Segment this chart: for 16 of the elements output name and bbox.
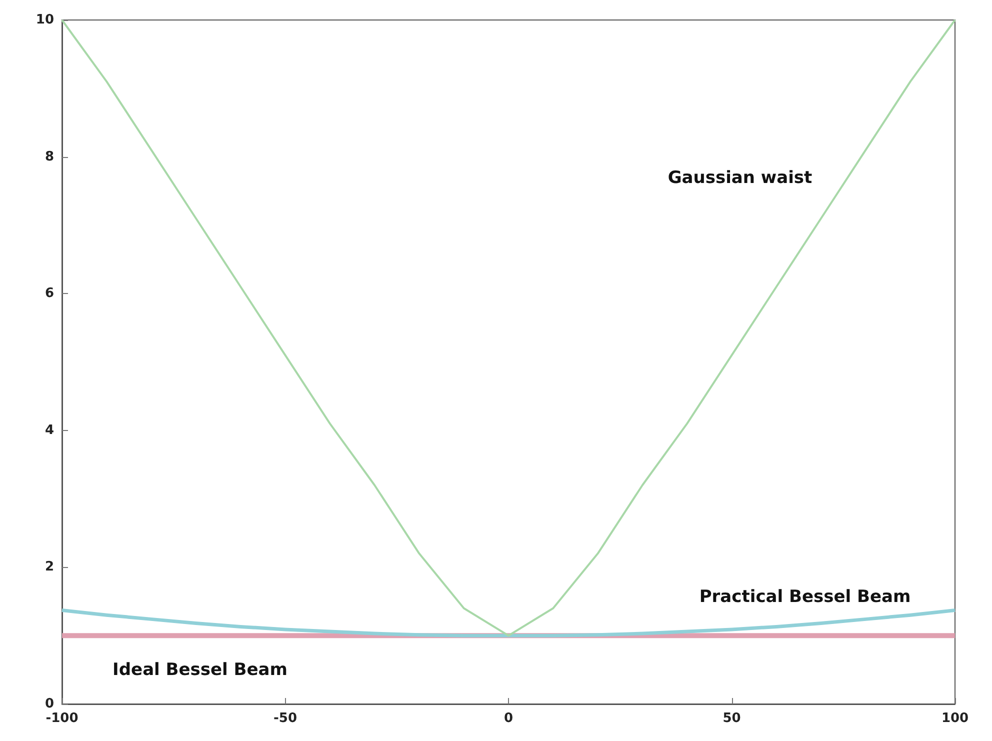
series-label: Practical Bessel Beam — [699, 587, 911, 607]
y-tick-label: 2 — [44, 560, 54, 575]
y-tick-label: 10 — [36, 12, 54, 28]
y-tick-label: 8 — [44, 149, 54, 164]
x-tick-label: 0 — [504, 711, 514, 726]
series-label: Gaussian waist — [668, 168, 812, 188]
x-tick-label: -50 — [274, 711, 297, 726]
line-series — [61, 19, 956, 637]
line-series — [60, 608, 957, 638]
x-tick-label: 100 — [941, 711, 969, 726]
x-tick-label: 50 — [722, 711, 741, 726]
y-tick-label: 0 — [44, 696, 54, 712]
series-label: Ideal Bessel Beam — [112, 660, 288, 680]
x-tick-label: -100 — [46, 711, 78, 726]
y-tick-label: 4 — [44, 422, 54, 438]
y-tick-label: 6 — [44, 286, 54, 302]
